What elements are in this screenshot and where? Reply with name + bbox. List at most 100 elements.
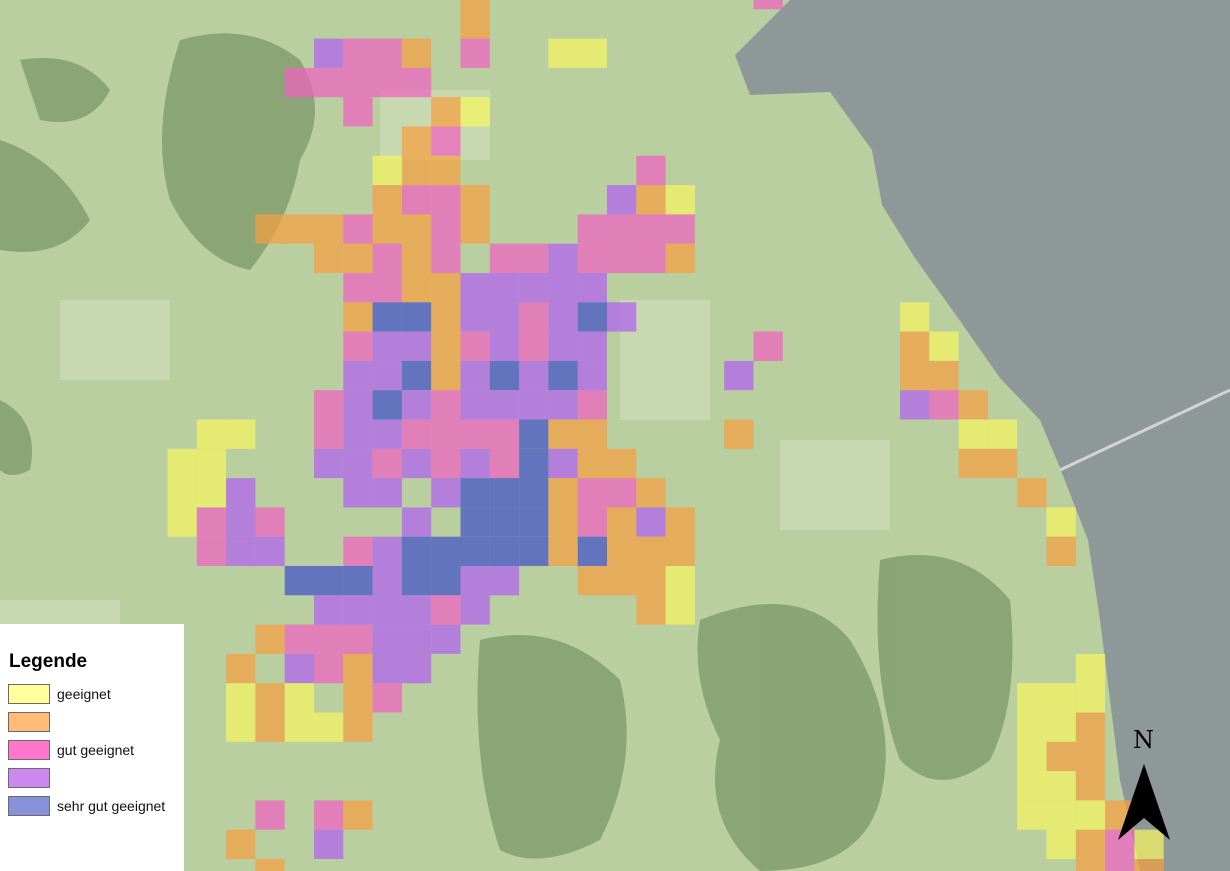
legend-panel: Legende geeignet gut geeignet sehr gut g… xyxy=(0,624,184,871)
cell-gut-geeignet xyxy=(314,67,344,98)
cell-gut-geeignet xyxy=(343,67,373,98)
cell-class4 xyxy=(460,390,490,420)
cell-geeignet xyxy=(226,683,256,713)
cell-gut-geeignet xyxy=(401,67,432,98)
cell-gut-geeignet xyxy=(431,243,461,273)
cell-class2 xyxy=(607,448,637,479)
cell-class4 xyxy=(343,360,373,391)
cell-class2 xyxy=(636,185,666,215)
cell-class4 xyxy=(607,185,637,215)
legend-item-gut-geeignet: gut geeignet xyxy=(8,740,184,762)
cell-geeignet xyxy=(167,507,197,537)
cell-gut-geeignet xyxy=(519,302,549,332)
cell-class2 xyxy=(958,390,988,420)
cell-class4 xyxy=(372,624,402,654)
cell-sehr-gut-geeignet xyxy=(372,302,402,332)
cell-geeignet xyxy=(1134,829,1164,859)
cell-gut-geeignet xyxy=(314,624,344,654)
cell-class2 xyxy=(431,360,461,391)
cell-sehr-gut-geeignet xyxy=(489,507,520,537)
cell-sehr-gut-geeignet xyxy=(577,536,607,566)
cell-class4 xyxy=(489,390,520,420)
legend-title: Legende xyxy=(9,651,88,672)
cell-geeignet xyxy=(1075,800,1106,830)
cell-gut-geeignet xyxy=(577,478,607,508)
cell-gut-geeignet xyxy=(284,624,314,654)
cell-sehr-gut-geeignet xyxy=(284,566,314,596)
cell-gut-geeignet xyxy=(929,390,959,420)
cell-class4 xyxy=(577,273,607,303)
cell-gut-geeignet xyxy=(489,419,520,449)
cell-class2 xyxy=(460,214,490,244)
cell-gut-geeignet xyxy=(431,126,461,156)
cell-sehr-gut-geeignet xyxy=(314,566,344,596)
north-arrow: N xyxy=(1112,726,1176,846)
cell-gut-geeignet xyxy=(431,419,461,449)
legend-swatch-pink xyxy=(8,740,50,760)
cell-sehr-gut-geeignet xyxy=(548,360,578,391)
cell-gut-geeignet xyxy=(401,419,432,449)
cell-gut-geeignet xyxy=(284,67,314,98)
legend-item-purple xyxy=(8,768,184,790)
cell-class2 xyxy=(636,566,666,596)
cell-class2 xyxy=(431,155,461,186)
cell-class2 xyxy=(1075,771,1106,801)
cell-geeignet xyxy=(1046,800,1076,830)
cell-geeignet xyxy=(1017,771,1047,801)
cell-class4 xyxy=(372,536,402,566)
cell-gut-geeignet xyxy=(314,419,344,449)
cell-class4 xyxy=(636,507,666,537)
cell-gut-geeignet xyxy=(343,624,373,654)
cell-class2 xyxy=(401,243,432,273)
cell-class2 xyxy=(401,126,432,156)
cell-sehr-gut-geeignet xyxy=(519,536,549,566)
cell-sehr-gut-geeignet xyxy=(343,566,373,596)
cell-sehr-gut-geeignet xyxy=(401,302,432,332)
cell-geeignet xyxy=(1075,653,1106,684)
cell-class4 xyxy=(577,331,607,361)
cell-gut-geeignet xyxy=(753,331,783,361)
cell-class4 xyxy=(372,653,402,684)
cell-class4 xyxy=(607,302,637,332)
cell-gut-geeignet xyxy=(431,390,461,420)
cell-gut-geeignet xyxy=(636,243,666,273)
cell-gut-geeignet xyxy=(314,390,344,420)
cell-gut-geeignet xyxy=(636,214,666,244)
cell-class4 xyxy=(343,390,373,420)
cell-gut-geeignet xyxy=(343,536,373,566)
cell-class4 xyxy=(460,448,490,479)
cell-geeignet xyxy=(1046,683,1076,713)
cell-class2 xyxy=(343,683,373,713)
cell-class4 xyxy=(460,595,490,625)
cell-gut-geeignet xyxy=(431,214,461,244)
cell-gut-geeignet xyxy=(196,507,227,537)
cell-sehr-gut-geeignet xyxy=(372,390,402,420)
cell-class4 xyxy=(401,624,432,654)
cell-sehr-gut-geeignet xyxy=(460,507,490,537)
cell-class4 xyxy=(314,595,344,625)
cell-gut-geeignet xyxy=(255,507,285,537)
cell-gut-geeignet xyxy=(372,243,402,273)
cell-class2 xyxy=(343,800,373,830)
cell-geeignet xyxy=(460,97,490,127)
cell-class2 xyxy=(255,214,285,244)
cell-class4 xyxy=(900,390,930,420)
cell-class4 xyxy=(519,360,549,391)
cell-class2 xyxy=(226,653,256,684)
cell-gut-geeignet xyxy=(460,38,490,68)
cell-class2 xyxy=(401,273,432,303)
cell-geeignet xyxy=(196,478,227,508)
cell-class2 xyxy=(548,478,578,508)
cell-gut-geeignet xyxy=(1105,829,1135,859)
cell-geeignet xyxy=(226,419,256,449)
cell-class4 xyxy=(284,653,314,684)
cell-class4 xyxy=(460,360,490,391)
cell-class4 xyxy=(226,507,256,537)
cell-gut-geeignet xyxy=(636,155,666,186)
cell-class2 xyxy=(577,419,607,449)
legend-label: geeignet xyxy=(57,686,111,702)
cell-gut-geeignet xyxy=(196,536,227,566)
cell-class4 xyxy=(489,273,520,303)
cell-class2 xyxy=(900,360,930,391)
